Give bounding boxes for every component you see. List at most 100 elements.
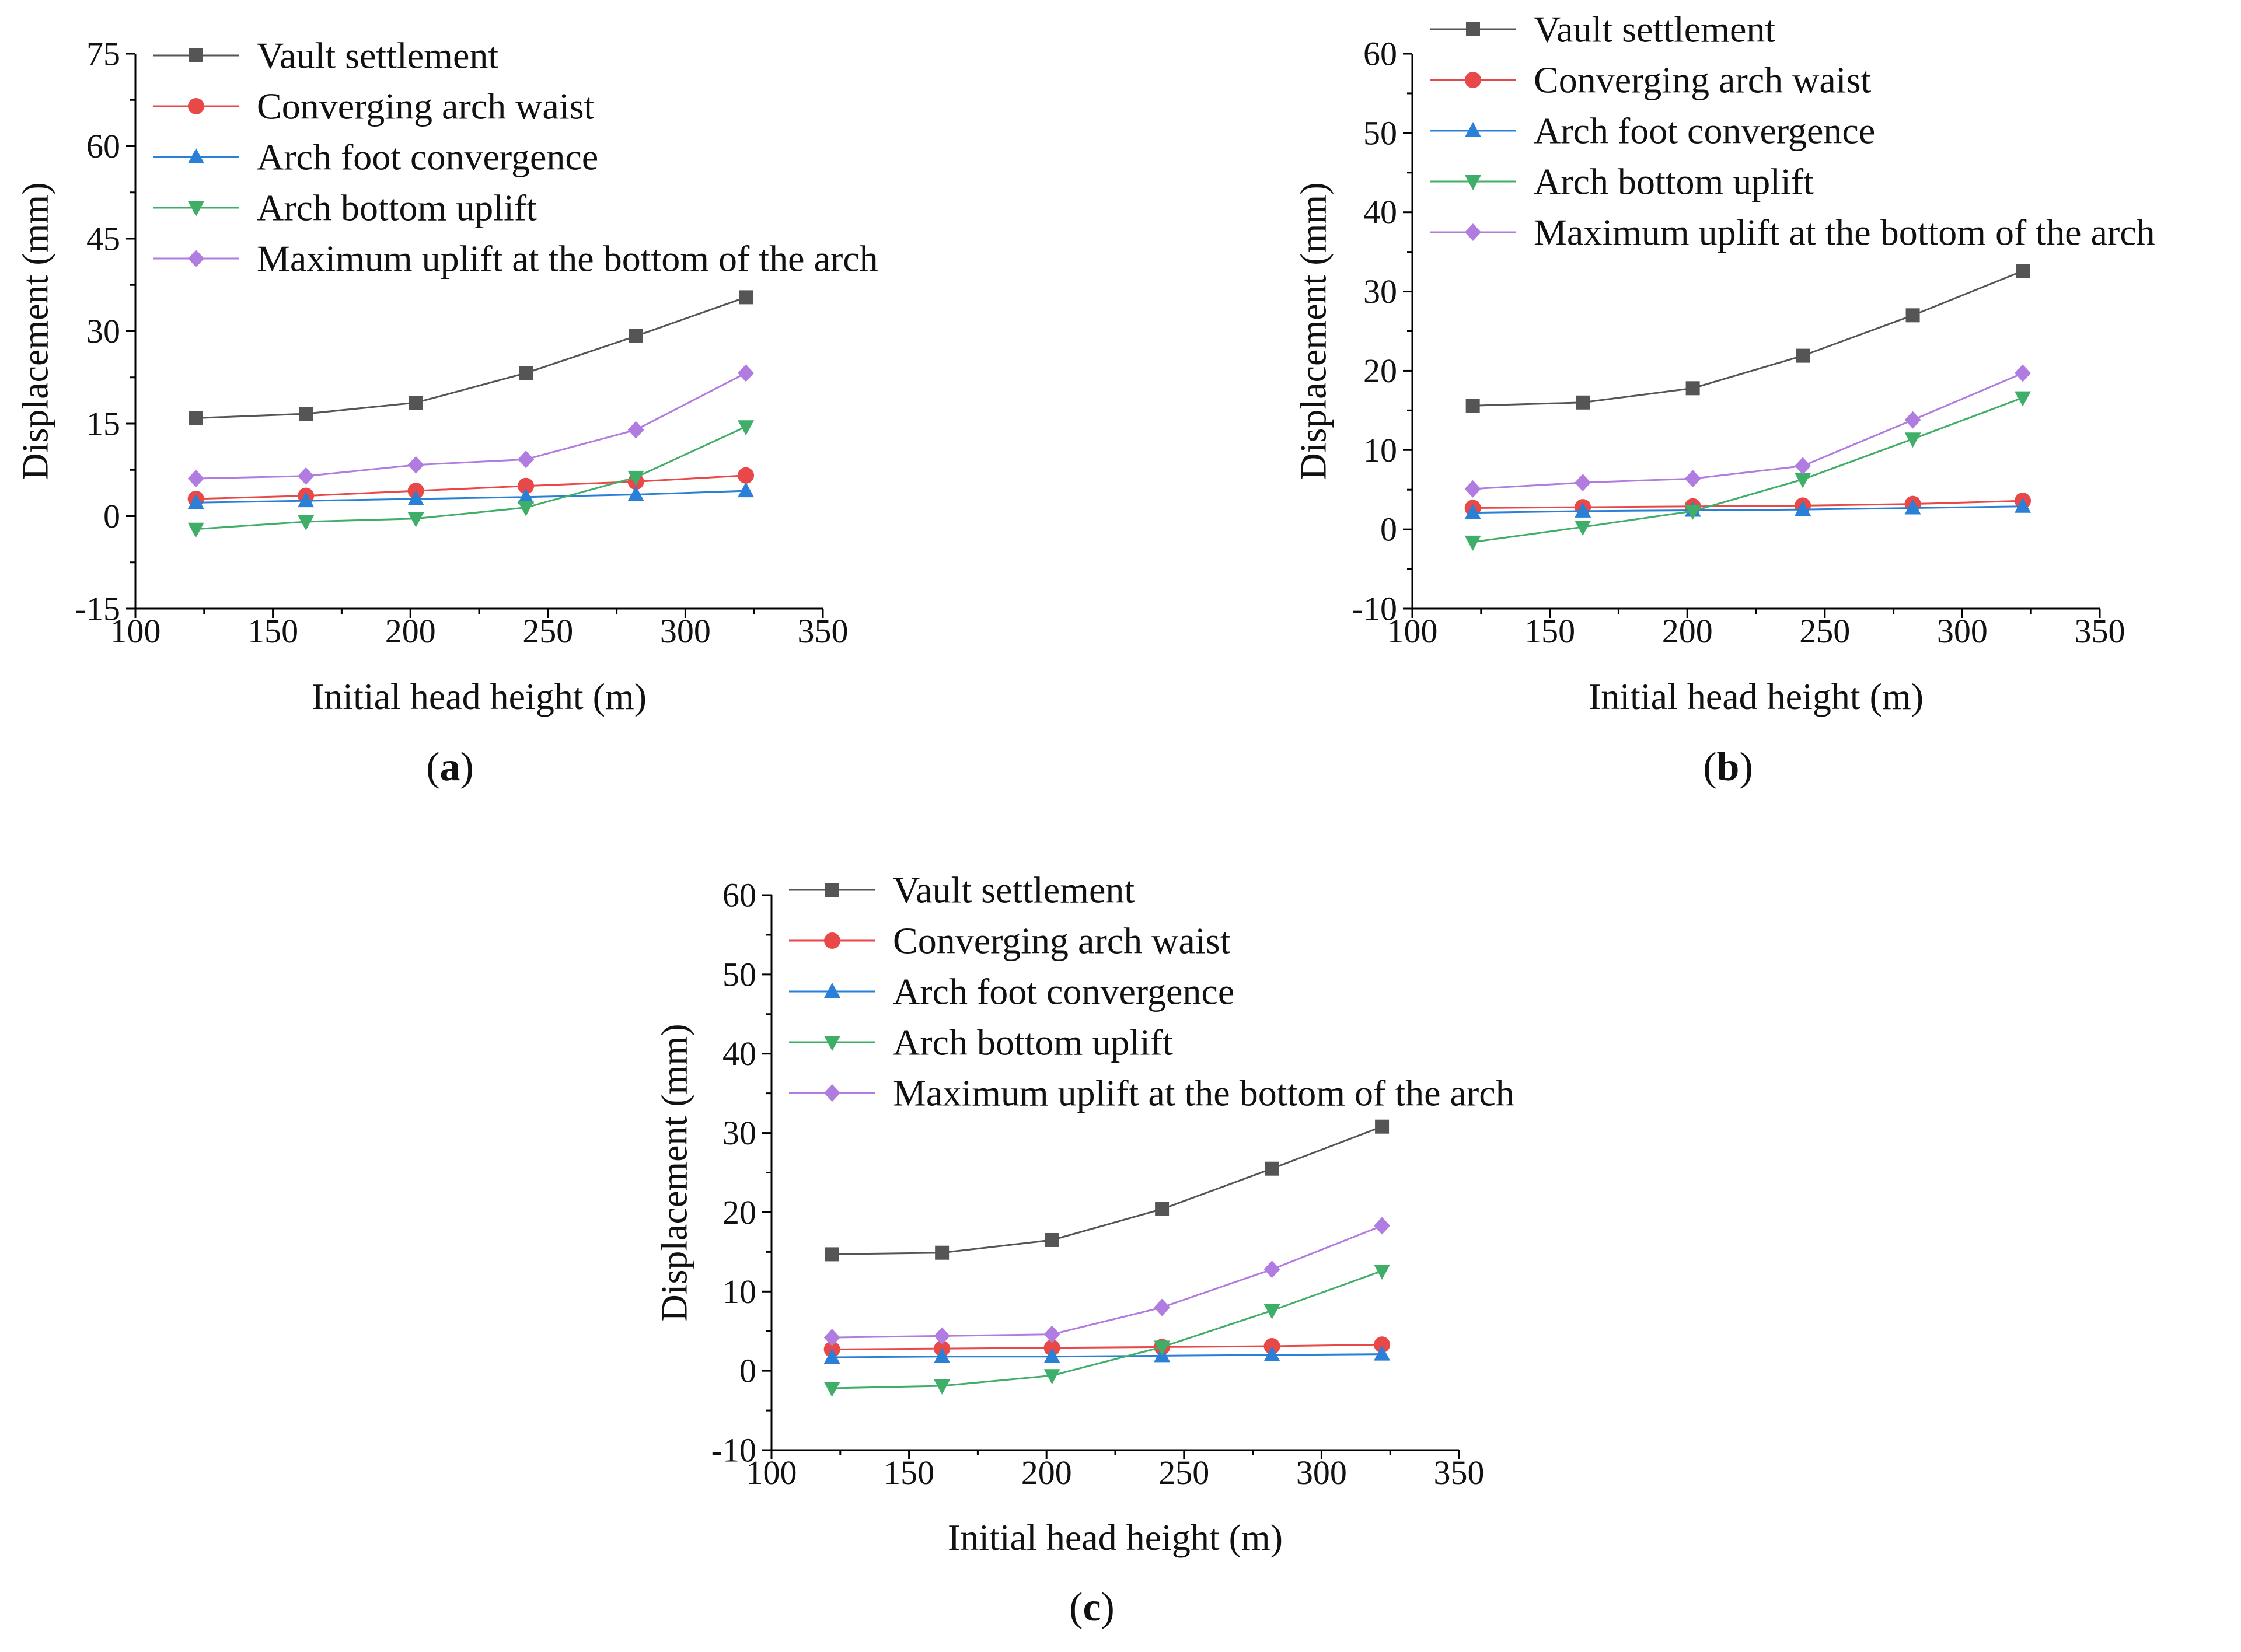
data-point xyxy=(1465,399,1480,413)
data-point xyxy=(1904,411,1921,429)
x-tick-label: 100 xyxy=(746,1454,797,1492)
series-line xyxy=(832,1225,1383,1339)
legend-marker xyxy=(1465,72,1481,88)
x-tick-label: 100 xyxy=(1387,612,1438,650)
data-point xyxy=(629,329,643,343)
y-tick-label: 15 xyxy=(86,405,120,443)
legend-label: Arch foot convergence xyxy=(257,137,598,178)
x-tick-label: 200 xyxy=(1021,1454,1072,1492)
series-5 xyxy=(823,1217,1391,1347)
caption-paren-open: ( xyxy=(1069,1585,1083,1630)
series-5 xyxy=(1464,364,2031,498)
data-point xyxy=(1795,457,1811,475)
legend-marker xyxy=(1465,175,1481,190)
data-point xyxy=(1904,432,1921,448)
data-point xyxy=(407,490,424,505)
series-1 xyxy=(189,290,753,425)
series-4 xyxy=(1464,391,2031,551)
y-tick-label: 60 xyxy=(1363,35,1397,73)
y-tick-label: 60 xyxy=(86,127,120,165)
legend-label: Arch bottom uplift xyxy=(893,1022,1173,1063)
x-tick-label: 250 xyxy=(1799,612,1850,650)
data-point xyxy=(934,1379,951,1395)
y-tick-label: 0 xyxy=(739,1352,756,1390)
series-line xyxy=(832,1353,1383,1358)
data-point xyxy=(1575,521,1591,536)
series-line xyxy=(196,296,746,419)
y-tick-label: 20 xyxy=(722,1193,756,1231)
data-point xyxy=(825,1247,839,1262)
y-axis-label: Displacement (mm) xyxy=(1293,182,1334,480)
data-point xyxy=(298,515,315,531)
data-point xyxy=(2015,497,2031,513)
series-line xyxy=(196,474,746,500)
legend-marker xyxy=(188,148,204,163)
y-tick-label: 20 xyxy=(1363,352,1397,390)
series-4 xyxy=(187,420,755,538)
data-point xyxy=(1684,504,1701,520)
series-line xyxy=(832,1126,1383,1255)
data-point xyxy=(187,522,204,538)
legend-marker xyxy=(824,983,840,998)
legend-marker xyxy=(825,883,839,897)
x-tick-label: 150 xyxy=(1524,612,1575,650)
data-point xyxy=(518,501,535,516)
caption-letter: b xyxy=(1717,745,1740,790)
x-tick-label: 200 xyxy=(385,612,436,650)
caption-paren-open: ( xyxy=(426,745,439,790)
x-tick-label: 150 xyxy=(884,1454,934,1492)
series-3 xyxy=(187,482,755,509)
series-3 xyxy=(823,1345,1391,1364)
chart-panel-c: -10 0 10 20 30 40 50 60 100 150 200 250 300 350 Initia… xyxy=(654,869,1514,1630)
data-point xyxy=(934,1327,951,1345)
caption-paren-open: ( xyxy=(1703,745,1716,790)
data-point xyxy=(298,492,315,508)
data-point xyxy=(2016,264,2030,278)
legend-marker xyxy=(824,1084,840,1102)
data-point xyxy=(187,470,204,488)
x-tick-label: 150 xyxy=(247,612,298,650)
series-1 xyxy=(1465,264,2030,413)
data-point xyxy=(1154,1298,1171,1316)
data-point xyxy=(1795,501,1811,516)
y-tick-label: 50 xyxy=(722,955,756,993)
series-line xyxy=(1472,397,2023,543)
data-point xyxy=(187,494,204,509)
data-point xyxy=(519,366,533,380)
data-point xyxy=(1154,1340,1171,1356)
data-point xyxy=(1684,470,1701,488)
y-axis-label: Displacement (mm) xyxy=(15,182,56,480)
data-point xyxy=(823,1349,840,1364)
panel-caption: (c) xyxy=(1069,1585,1115,1630)
data-point xyxy=(823,1382,840,1398)
legend-label: Arch foot convergence xyxy=(1534,110,1875,152)
data-point xyxy=(189,411,203,425)
series-line xyxy=(1472,505,2023,514)
data-point xyxy=(1464,535,1481,551)
legend-label: Arch bottom uplift xyxy=(1534,161,1814,202)
data-point xyxy=(1795,473,1811,488)
x-tick-label: 250 xyxy=(522,612,573,650)
data-point xyxy=(1374,1264,1391,1280)
legend-label: Maximum uplift at the bottom of the arch xyxy=(257,238,878,280)
series-line xyxy=(1472,270,2023,407)
x-tick-label: 200 xyxy=(1662,612,1713,650)
x-tick-label: 300 xyxy=(1296,1454,1347,1492)
data-point xyxy=(1263,1346,1280,1361)
series-line xyxy=(832,1343,1383,1350)
x-tick-label: 250 xyxy=(1158,1454,1209,1492)
caption-paren-close: ) xyxy=(1101,1585,1115,1630)
y-tick-label: 0 xyxy=(1380,511,1397,549)
data-point xyxy=(823,1329,840,1347)
legend-marker xyxy=(824,932,840,949)
x-tick-label: 350 xyxy=(2075,612,2125,650)
data-point xyxy=(2015,391,2031,407)
data-point xyxy=(1685,381,1700,396)
data-point xyxy=(1263,1304,1280,1319)
data-point xyxy=(1045,1232,1059,1247)
legend-marker xyxy=(189,48,203,62)
legend-label: Arch bottom uplift xyxy=(257,187,537,229)
y-tick-label: 10 xyxy=(1363,431,1397,469)
data-point xyxy=(1576,395,1590,410)
